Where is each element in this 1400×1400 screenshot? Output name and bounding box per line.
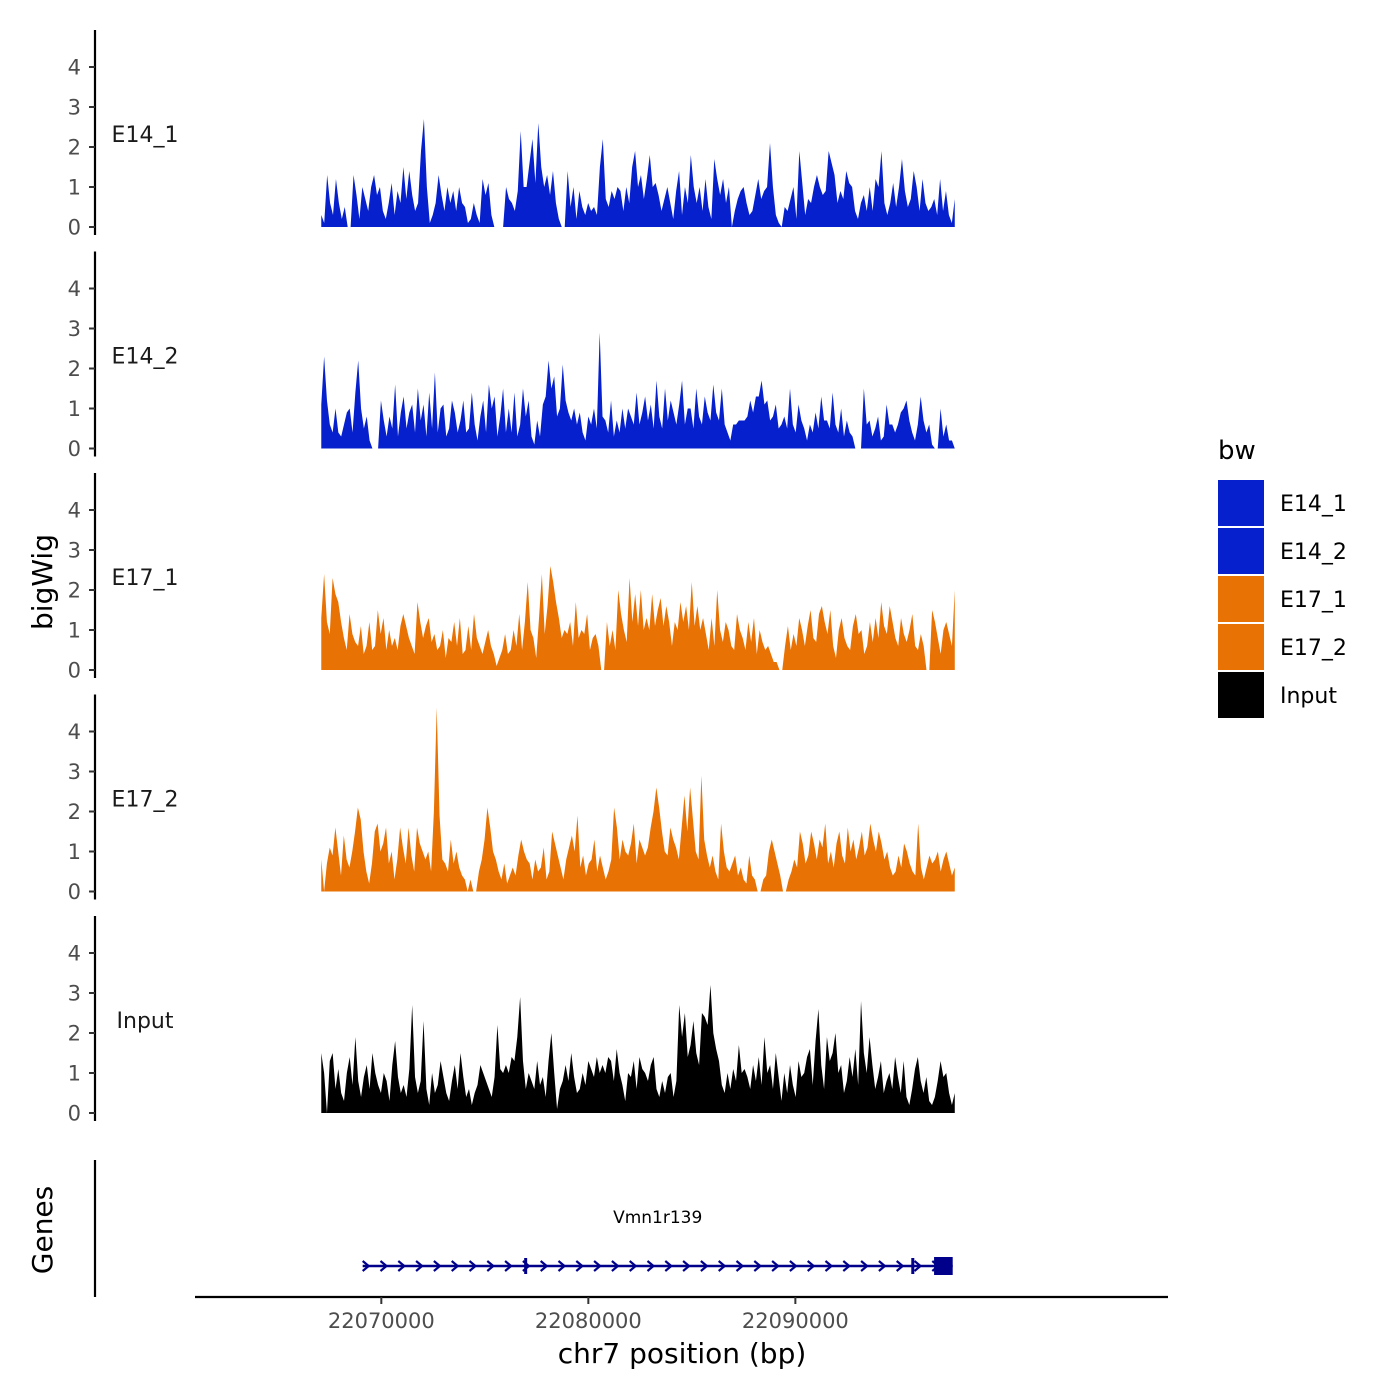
y-tick-label: 2	[68, 1022, 81, 1046]
strand-arrow	[539, 1260, 549, 1272]
strand-arrow	[700, 1260, 709, 1272]
y-tick-label: 0	[68, 216, 81, 240]
strand-arrow	[397, 1260, 407, 1272]
strand-arrow	[842, 1260, 852, 1272]
y-tick-label: 4	[68, 56, 81, 80]
strand-arrow	[895, 1260, 905, 1272]
legend-key-E17_1	[1218, 576, 1264, 622]
y-tick-label: 3	[68, 760, 81, 784]
legend-title: bw	[1218, 436, 1256, 466]
y-axis-title: bigWig	[26, 534, 59, 630]
strand-arrow	[717, 1260, 727, 1272]
strand-arrow	[593, 1260, 602, 1272]
x-axis-title: chr7 position (bp)	[558, 1337, 807, 1370]
y-tick-label: 1	[68, 176, 81, 200]
x-tick-label: 22090000	[742, 1309, 849, 1333]
signal-area-E14_1	[321, 119, 955, 227]
legend-label: E17_2	[1280, 636, 1347, 661]
x-tick-label: 22080000	[535, 1309, 642, 1333]
exon	[934, 1257, 953, 1275]
y-tick-label: 3	[68, 982, 81, 1006]
strand-arrow	[860, 1260, 869, 1272]
track-E14_2: 0 1 2 3 4 E14_2	[68, 251, 955, 461]
strand-arrow	[504, 1260, 513, 1272]
strand-arrow	[789, 1260, 798, 1272]
y-tick-label: 1	[68, 397, 81, 421]
strand-arrow	[468, 1260, 478, 1272]
strand-arrow	[557, 1260, 567, 1272]
strand-arrow	[361, 1260, 371, 1272]
y-tick-label: 1	[68, 619, 81, 643]
strand-arrow	[575, 1260, 585, 1272]
strand-arrow	[913, 1260, 923, 1272]
signal-area-E17_1	[321, 566, 955, 670]
y-tick-label: 0	[68, 437, 81, 461]
strand-arrow	[753, 1260, 763, 1272]
y-tick-label: 0	[68, 659, 81, 683]
exon	[911, 1258, 915, 1274]
track-label: E17_1	[112, 566, 179, 591]
legend-key-E14_2	[1218, 528, 1264, 574]
y-tick-label: 2	[68, 136, 81, 160]
tracks-panel: 0 1 2 3 4 E14_1 0 1 2 3 4 E14_2 0 1 2 3 4 E17_1 0 1 2 3 4 E17_2…	[68, 30, 955, 1126]
legend-key-E17_2	[1218, 624, 1264, 670]
track-label: E14_2	[112, 345, 179, 370]
strand-arrow	[682, 1260, 691, 1272]
strand-arrow	[878, 1260, 887, 1272]
y-tick-label: 4	[68, 720, 81, 744]
gene-track: Vmn1r139	[93, 1160, 953, 1297]
strand-arrow	[806, 1260, 816, 1272]
y-tick-label: 1	[68, 840, 81, 864]
strand-arrow	[824, 1260, 834, 1272]
signal-area-E14_2	[321, 332, 955, 449]
y-tick-label: 4	[68, 942, 81, 966]
y-tick-label: 0	[68, 880, 81, 904]
signal-area-E17_2	[321, 707, 955, 892]
strand-arrow	[735, 1260, 745, 1272]
y-tick-label: 3	[68, 96, 81, 120]
track-label: E17_2	[112, 788, 179, 813]
strand-arrow	[611, 1260, 620, 1272]
gene-name: Vmn1r139	[613, 1208, 702, 1228]
legend-key-E14_1	[1218, 480, 1264, 526]
y-tick-label: 2	[68, 579, 81, 603]
legend-key-Input	[1218, 672, 1264, 718]
gene-track-title: Genes	[26, 1186, 59, 1274]
signal-area-Input	[321, 985, 955, 1113]
legend-label: E14_2	[1280, 540, 1347, 565]
strand-arrow	[415, 1260, 424, 1272]
strand-arrow	[486, 1260, 496, 1272]
legend-label: E17_1	[1280, 588, 1347, 613]
legend: bw E14_1 E14_2 E17_1 E17_2 Input	[1218, 436, 1347, 718]
y-tick-label: 3	[68, 317, 81, 341]
y-tick-label: 4	[68, 499, 81, 523]
track-label: Input	[117, 1009, 174, 1034]
track-Input: 0 1 2 3 4 Input	[68, 916, 955, 1126]
legend-label: Input	[1280, 684, 1337, 709]
y-tick-label: 1	[68, 1062, 81, 1086]
strand-arrow	[450, 1260, 460, 1272]
strand-arrow	[433, 1260, 442, 1272]
strand-arrow	[771, 1260, 780, 1272]
exon	[524, 1258, 528, 1274]
x-axis: 22070000 22080000 22090000	[195, 1295, 1168, 1333]
track-E17_1: 0 1 2 3 4 E17_1	[68, 473, 955, 683]
strand-arrow	[628, 1260, 638, 1272]
track-E17_2: 0 1 2 3 4 E17_2	[68, 694, 955, 904]
y-tick-label: 2	[68, 800, 81, 824]
y-tick-label: 0	[68, 1102, 81, 1126]
strand-arrow	[379, 1260, 389, 1272]
gene-Vmn1r139: Vmn1r139	[361, 1208, 953, 1275]
legend-label: E14_1	[1280, 492, 1347, 517]
track-label: E14_1	[112, 123, 179, 148]
x-tick-label: 22070000	[328, 1309, 435, 1333]
y-tick-label: 2	[68, 357, 81, 381]
strand-arrow	[646, 1260, 656, 1272]
track-E14_1: 0 1 2 3 4 E14_1	[68, 30, 955, 240]
y-tick-label: 3	[68, 539, 81, 563]
strand-arrow	[664, 1260, 674, 1272]
y-tick-label: 4	[68, 277, 81, 301]
